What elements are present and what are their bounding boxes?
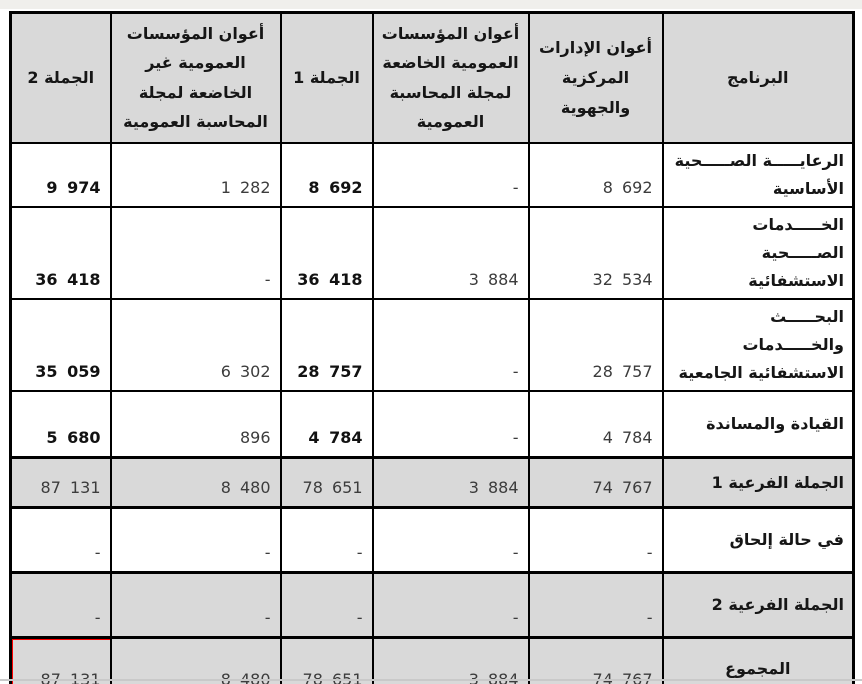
staffing-budget-table: البرنامج أعوان الإدارات المركزية والجهوي… xyxy=(9,11,855,684)
cell-central: 8 692 xyxy=(527,141,664,208)
cell-nonsubject: - xyxy=(109,506,282,574)
row-secondment-case: في حالة إلحاق - - - - - xyxy=(9,506,855,574)
cell-nonsubject: 1 282 xyxy=(109,141,282,208)
cell-subject: - xyxy=(371,141,530,208)
cell-nonsubject: - xyxy=(109,205,282,300)
cell-central: 4 784 xyxy=(527,389,664,459)
cell-total2: 35 059 xyxy=(9,297,112,392)
row-subtotal-2: الجملة الفرعية 2 - - - - - xyxy=(9,571,855,639)
row-subtotal-1: الجملة الفرعية 1 74 767 3 884 78 651 8 4… xyxy=(9,456,855,509)
cell-subject: - xyxy=(371,389,530,459)
row-command-support: القيادة والمساندة 4 784 - 4 784 896 5 68… xyxy=(9,389,855,459)
row-research-university-services: البحـــــث والخـــــدمات الاستشفائية الج… xyxy=(9,297,855,392)
cell-total2: - xyxy=(9,571,112,639)
cell-subject: - xyxy=(371,571,530,639)
cell-total2-highlighted: 87 131 xyxy=(9,636,112,684)
row-label: المجموع xyxy=(661,636,855,684)
cell-subject: - xyxy=(371,506,530,574)
cell-central: 74 767 xyxy=(527,456,664,509)
cell-total1: 28 757 xyxy=(279,297,374,392)
cell-total1: 4 784 xyxy=(279,389,374,459)
cell-total1: 8 692 xyxy=(279,141,374,208)
header-total-1: الجملة 1 xyxy=(279,11,374,144)
cell-subject: 3 884 xyxy=(371,636,530,684)
header-program: البرنامج xyxy=(661,11,855,144)
row-label: الجملة الفرعية 2 xyxy=(661,571,855,639)
cell-total1: 78 651 xyxy=(279,456,374,509)
row-label: الرعايـــــة الصـــــحية الأساسية xyxy=(661,141,855,208)
cell-total2: - xyxy=(9,506,112,574)
row-label: في حالة إلحاق xyxy=(661,506,855,574)
header-central-regional-staff: أعوان الإدارات المركزية والجهوية xyxy=(527,11,664,144)
cell-nonsubject: - xyxy=(109,571,282,639)
page-top-edge xyxy=(0,0,862,9)
cell-central: 74 767 xyxy=(527,636,664,684)
cell-subject: - xyxy=(371,297,530,392)
cell-total1: 78 651 xyxy=(279,636,374,684)
header-public-inst-subject: أعوان المؤسسات العمومية الخاضعة لمجلة ال… xyxy=(371,11,530,144)
cell-total1: - xyxy=(279,571,374,639)
row-hospital-health-services: الخـــــدمات الصـــــحية الاستشفائية 32 … xyxy=(9,205,855,300)
page-bottom-edge xyxy=(0,679,862,681)
cell-central: - xyxy=(527,571,664,639)
row-label: القيادة والمساندة xyxy=(661,389,855,459)
row-basic-healthcare: الرعايـــــة الصـــــحية الأساسية 8 692 … xyxy=(9,141,855,208)
cell-central: - xyxy=(527,506,664,574)
cell-total2: 9 974 xyxy=(9,141,112,208)
row-label: البحـــــث والخـــــدمات الاستشفائية الج… xyxy=(661,297,855,392)
row-grand-total: المجموع 74 767 3 884 78 651 8 480 87 131 xyxy=(9,636,855,684)
cell-central: 32 534 xyxy=(527,205,664,300)
table-header-row: البرنامج أعوان الإدارات المركزية والجهوي… xyxy=(9,11,855,144)
cell-central: 28 757 xyxy=(527,297,664,392)
cell-nonsubject: 896 xyxy=(109,389,282,459)
row-label: الجملة الفرعية 1 xyxy=(661,456,855,509)
cell-total2: 87 131 xyxy=(9,456,112,509)
cell-nonsubject: 8 480 xyxy=(109,456,282,509)
cell-total2: 36 418 xyxy=(9,205,112,300)
row-label: الخـــــدمات الصـــــحية الاستشفائية xyxy=(661,205,855,300)
cell-subject: 3 884 xyxy=(371,205,530,300)
cell-total2: 5 680 xyxy=(9,389,112,459)
cell-subject: 3 884 xyxy=(371,456,530,509)
cell-nonsubject: 8 480 xyxy=(109,636,282,684)
header-total-2: الجملة 2 xyxy=(9,11,112,144)
cell-total1: - xyxy=(279,506,374,574)
cell-total1: 36 418 xyxy=(279,205,374,300)
cell-nonsubject: 6 302 xyxy=(109,297,282,392)
grand-total-2-value: 87 131 xyxy=(40,670,101,684)
header-public-inst-nonsubject: أعوان المؤسسات العمومية غير الخاضعة لمجل… xyxy=(109,11,282,144)
